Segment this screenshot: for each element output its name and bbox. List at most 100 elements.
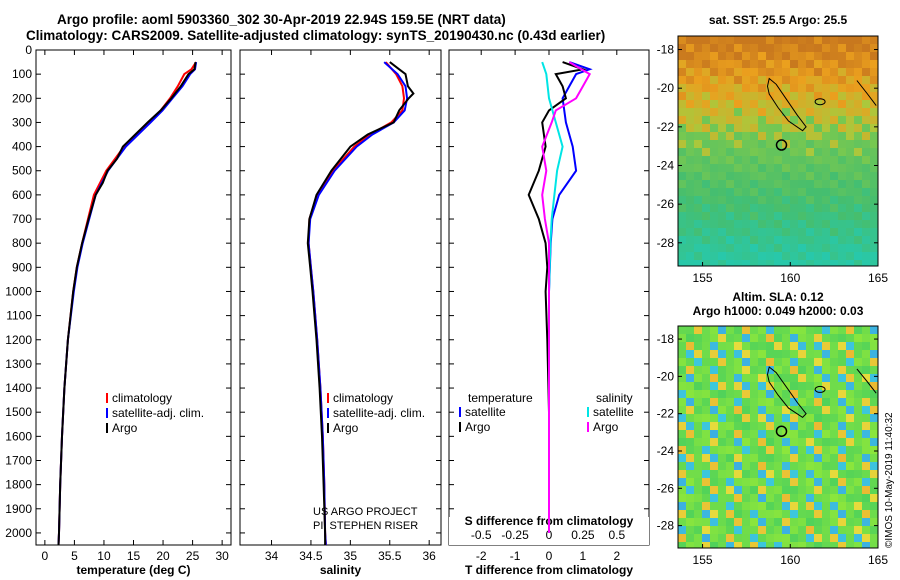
map-cell bbox=[726, 60, 734, 68]
map-cell bbox=[814, 454, 822, 462]
map-cell bbox=[782, 342, 790, 350]
map-cell bbox=[854, 342, 862, 350]
map-cell bbox=[854, 212, 862, 220]
map-cell bbox=[806, 76, 814, 84]
map-cell bbox=[830, 534, 838, 542]
map-cell bbox=[806, 462, 814, 470]
map-cell bbox=[734, 140, 742, 148]
map-cell bbox=[702, 326, 710, 334]
map-cell bbox=[806, 422, 814, 430]
map-cell bbox=[814, 252, 822, 260]
map-cell bbox=[766, 534, 774, 542]
map-cell bbox=[734, 438, 742, 446]
map-cell bbox=[758, 236, 766, 244]
map-cell bbox=[798, 76, 806, 84]
map-cell bbox=[766, 204, 774, 212]
sst-map: sat. SST: 25.5 Argo: 25.5-18-20-22-24-26… bbox=[657, 13, 889, 285]
map-cell bbox=[798, 52, 806, 60]
map-cell bbox=[830, 478, 838, 486]
map-cell bbox=[758, 220, 766, 228]
map-cell bbox=[758, 534, 766, 542]
map-cell bbox=[806, 44, 814, 52]
map-cell bbox=[702, 526, 710, 534]
map-cell bbox=[758, 204, 766, 212]
map-cell bbox=[790, 350, 798, 358]
map-cell bbox=[806, 260, 814, 266]
map-cell bbox=[678, 116, 686, 124]
map-cell bbox=[678, 534, 686, 542]
map-cell bbox=[790, 342, 798, 350]
map-cell bbox=[758, 502, 766, 510]
map-cell bbox=[870, 76, 878, 84]
map-cell bbox=[774, 172, 782, 180]
map-cell bbox=[734, 478, 742, 486]
map-cell bbox=[798, 390, 806, 398]
map-cell bbox=[830, 342, 838, 350]
map-cell bbox=[694, 188, 702, 196]
map-cell bbox=[750, 542, 758, 548]
map-cell bbox=[742, 334, 750, 342]
map-cell bbox=[758, 414, 766, 422]
map-cell bbox=[702, 358, 710, 366]
map-cell bbox=[694, 156, 702, 164]
map-cell bbox=[798, 260, 806, 266]
map-cell bbox=[814, 148, 822, 156]
map-cell bbox=[718, 124, 726, 132]
map-cell bbox=[758, 406, 766, 414]
map-cell bbox=[782, 518, 790, 526]
map-cell bbox=[766, 140, 774, 148]
map-cell bbox=[678, 156, 686, 164]
map-cell bbox=[790, 44, 798, 52]
map-cell bbox=[686, 446, 694, 454]
map-cell bbox=[702, 414, 710, 422]
map-cell bbox=[758, 342, 766, 350]
map-cell bbox=[854, 374, 862, 382]
map-cell bbox=[758, 188, 766, 196]
map-cell bbox=[830, 510, 838, 518]
map-cell bbox=[774, 334, 782, 342]
map-cell bbox=[734, 446, 742, 454]
map-cell bbox=[686, 68, 694, 76]
map-cell bbox=[830, 414, 838, 422]
map-cell bbox=[718, 228, 726, 236]
map-cell bbox=[694, 526, 702, 534]
legend-label: satellite bbox=[465, 405, 506, 419]
map-cell bbox=[790, 534, 798, 542]
map-cell bbox=[822, 478, 830, 486]
map-cell bbox=[806, 326, 814, 334]
map-cell bbox=[822, 52, 830, 60]
map-cell bbox=[814, 44, 822, 52]
map-cell bbox=[702, 68, 710, 76]
map-cell bbox=[790, 406, 798, 414]
map-cell bbox=[678, 52, 686, 60]
map-cell bbox=[822, 204, 830, 212]
map-cell bbox=[806, 148, 814, 156]
map-cell bbox=[774, 212, 782, 220]
map-cell bbox=[782, 236, 790, 244]
map-cell bbox=[862, 100, 870, 108]
map-cell bbox=[678, 390, 686, 398]
map-cell bbox=[798, 212, 806, 220]
map-cell bbox=[846, 430, 854, 438]
map-cell bbox=[678, 478, 686, 486]
map-cell bbox=[862, 326, 870, 334]
map-cell bbox=[742, 438, 750, 446]
map-cell bbox=[798, 414, 806, 422]
map-cell bbox=[718, 44, 726, 52]
map-cell bbox=[846, 212, 854, 220]
map-cell bbox=[870, 252, 878, 260]
map-cell bbox=[766, 382, 774, 390]
map-cell bbox=[774, 422, 782, 430]
map-cell bbox=[838, 212, 846, 220]
map-cell bbox=[790, 334, 798, 342]
map-cell bbox=[822, 92, 830, 100]
map-cell bbox=[678, 462, 686, 470]
map-cell bbox=[734, 108, 742, 116]
map-cell bbox=[806, 228, 814, 236]
map-cell bbox=[830, 244, 838, 252]
map-cell bbox=[862, 446, 870, 454]
map-cell bbox=[806, 92, 814, 100]
depth-tick-label: 1800 bbox=[5, 478, 32, 492]
map-cell bbox=[742, 350, 750, 358]
map-cell bbox=[686, 84, 694, 92]
